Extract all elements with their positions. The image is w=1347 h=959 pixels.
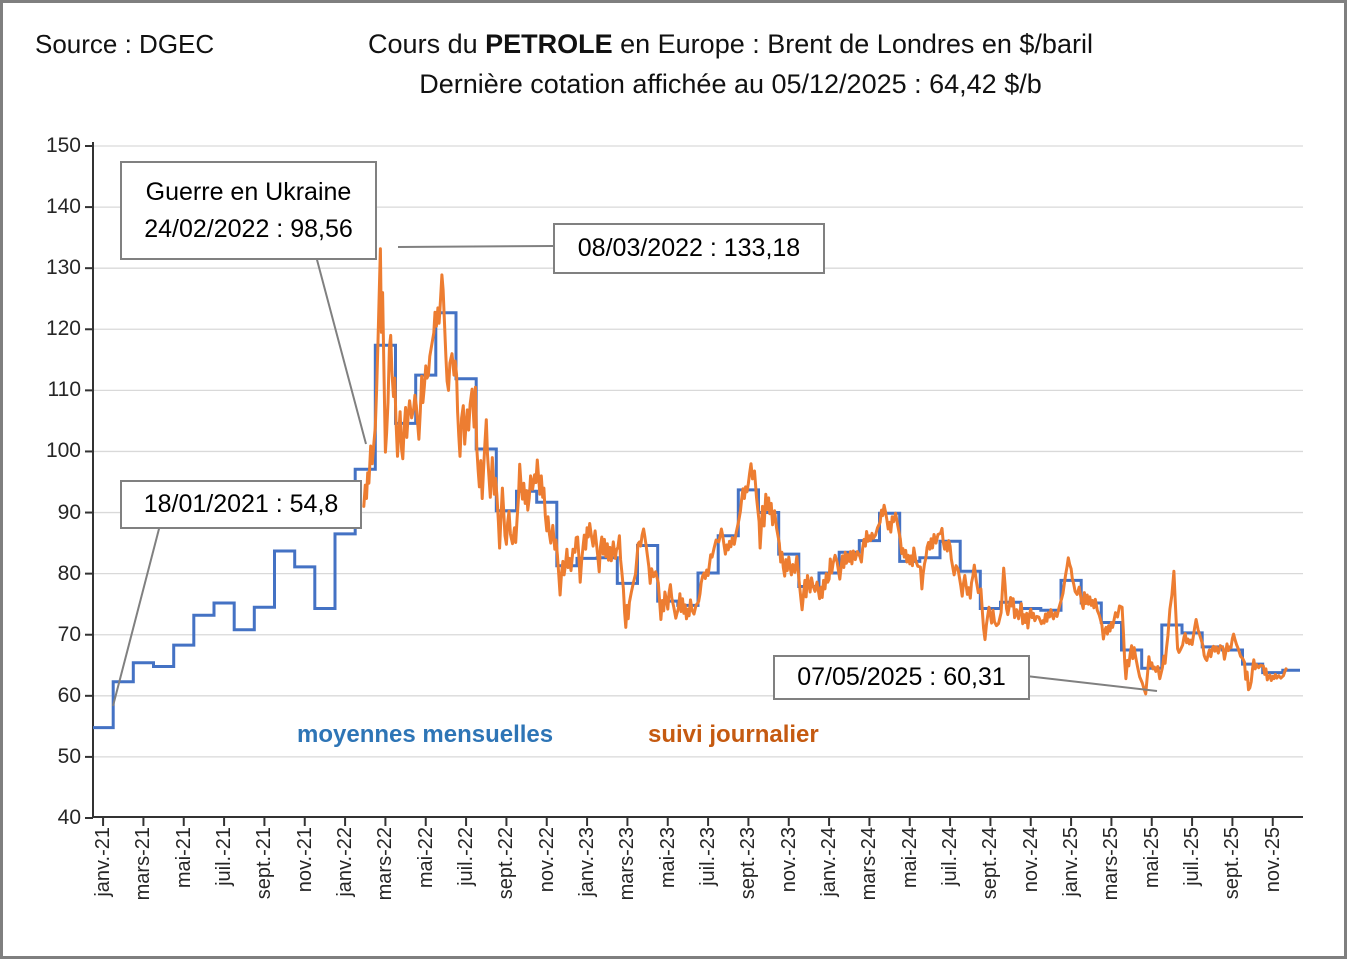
chart-subtitle: Dernière cotation affichée au 05/12/2025…	[419, 69, 1042, 99]
y-axis-label-150: 150	[45, 134, 81, 157]
y-axis-label-120: 120	[45, 317, 81, 341]
annotation-text: 08/03/2022 : 133,18	[577, 234, 801, 262]
x-axis-label-sept.-23: sept.-23	[737, 827, 760, 900]
y-axis-label-60: 60	[57, 683, 81, 707]
x-axis-label-mars-21: mars-21	[132, 827, 155, 901]
x-axis-label-mai-24: mai-24	[898, 827, 921, 889]
x-axis-label-juil.-21: juil.-21	[213, 827, 236, 886]
x-axis-label-mars-25: mars-25	[1100, 827, 1123, 901]
x-axis-label-janv.-25: janv.-25	[1060, 827, 1083, 897]
x-axis-label-mars-22: mars-22	[374, 827, 397, 901]
x-axis-label-mai-25: mai-25	[1140, 827, 1163, 889]
x-axis-label-janv.-24: janv.-24	[818, 827, 841, 897]
x-axis-label-mai-22: mai-22	[414, 827, 437, 889]
x-axis-label-nov.-21: nov.-21	[293, 827, 316, 893]
x-axis-label-sept.-25: sept.-25	[1221, 827, 1244, 900]
annotation-leader-0	[315, 255, 367, 445]
x-axis-label-nov.-23: nov.-23	[777, 827, 800, 893]
annotation-box-0: Guerre en Ukraine 24/02/2022 : 98,56	[120, 161, 377, 260]
annotation-box-2: 18/01/2021 : 54,8	[120, 480, 362, 529]
y-axis-label-100: 100	[45, 439, 81, 463]
annotation-text: 07/05/2025 : 60,31	[797, 663, 1006, 691]
annotation-box-3: 07/05/2025 : 60,31	[773, 655, 1030, 700]
legend-daily-label: suivi journalier	[648, 721, 819, 748]
y-axis-label-80: 80	[57, 561, 81, 585]
chart-title-prefix: Cours du	[368, 29, 486, 59]
y-axis-label-90: 90	[57, 500, 81, 524]
x-axis-label-mai-23: mai-23	[656, 827, 679, 889]
x-axis-label-nov.-22: nov.-22	[535, 827, 558, 893]
x-axis-label-juil.-23: juil.-23	[697, 827, 720, 886]
chart-title: Cours du PETROLE en Europe : Brent de Lo…	[123, 27, 1338, 61]
chart-title-block: Cours du PETROLE en Europe : Brent de Lo…	[123, 27, 1338, 101]
x-axis-label-sept.-21: sept.-21	[253, 827, 276, 900]
x-axis-label-nov.-24: nov.-24	[1019, 827, 1042, 893]
x-axis-label-mars-23: mars-23	[616, 827, 639, 901]
y-axis-label-130: 130	[45, 256, 81, 280]
x-axis-label-mars-24: mars-24	[858, 827, 881, 901]
annotation-box-1: 08/03/2022 : 133,18	[553, 223, 825, 274]
chart-title-suffix: en Europe : Brent de Londres en $/baril	[612, 29, 1093, 59]
x-axis-label-janv.-22: janv.-22	[334, 827, 357, 897]
annotation-leader-1	[397, 245, 554, 248]
x-axis-label-sept.-22: sept.-22	[495, 827, 518, 900]
series-monthly-averages	[93, 311, 1300, 730]
x-axis-label-janv.-23: janv.-23	[576, 827, 599, 897]
annotation-leader-3	[1025, 675, 1158, 692]
y-axis-label-50: 50	[57, 744, 81, 768]
annotation-text: 24/02/2022 : 98,56	[144, 214, 353, 243]
legend-monthly-label: moyennes mensuelles	[297, 721, 554, 748]
annotation-text: 18/01/2021 : 54,8	[143, 490, 339, 518]
annotation-text: Guerre en Ukraine	[145, 177, 352, 206]
chart-title-bold: PETROLE	[485, 29, 613, 59]
x-axis-label-sept.-24: sept.-24	[979, 827, 1002, 900]
x-axis-label-nov.-25: nov.-25	[1261, 827, 1284, 893]
series-daily-prices	[362, 247, 1288, 696]
x-axis-label-mai-21: mai-21	[172, 827, 195, 889]
x-axis-label-juil.-24: juil.-24	[939, 827, 962, 886]
x-axis-label-janv.-21: janv.-21	[92, 827, 115, 897]
source-label: Source : DGEC	[35, 29, 215, 59]
x-axis-label-juil.-25: juil.-25	[1181, 827, 1204, 886]
y-axis-label-70: 70	[57, 622, 81, 646]
y-axis-label-40: 40	[57, 806, 81, 829]
y-axis-label-140: 140	[45, 195, 81, 219]
y-axis-label-110: 110	[47, 378, 81, 402]
annotation-leader-2	[112, 524, 161, 707]
x-axis-label-juil.-22: juil.-22	[455, 827, 478, 886]
